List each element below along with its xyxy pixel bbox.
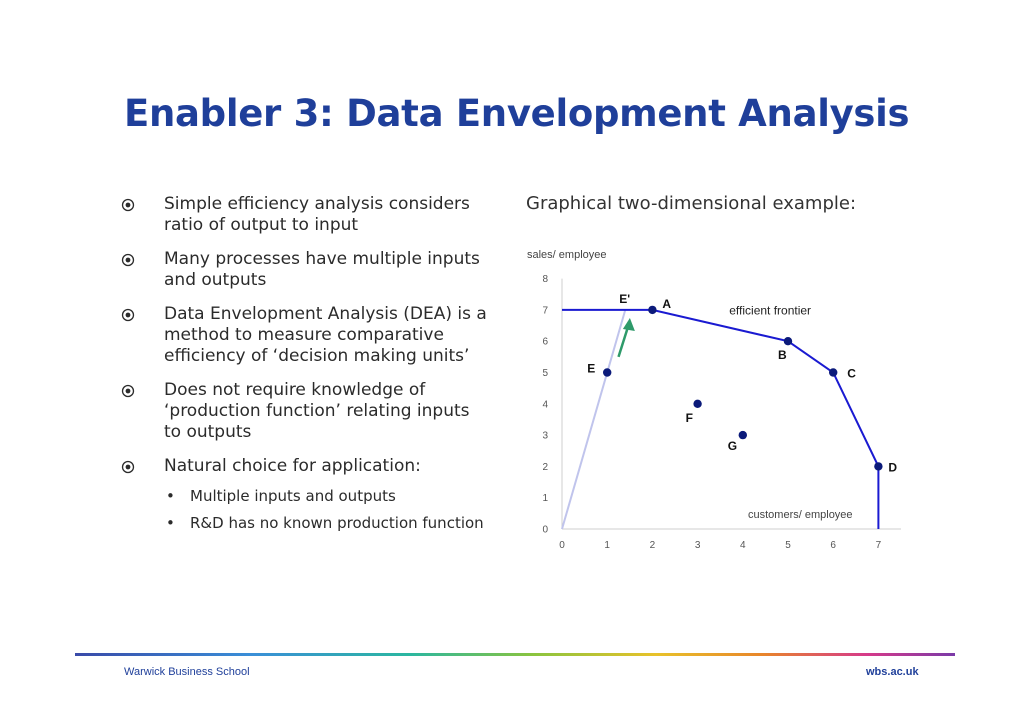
- sub-bullet-text: Multiple inputs and outputs: [190, 487, 396, 505]
- circled-dot-bullet-icon: [121, 460, 135, 474]
- point-label-c: C: [847, 367, 856, 381]
- point-label-e-prime: E': [619, 292, 630, 306]
- data-point-e: [603, 368, 612, 377]
- circled-dot-bullet-icon: [121, 198, 135, 212]
- bullet-item: Does not require knowledge of ‘production…: [118, 380, 518, 443]
- x-axis-label: customers/ employee: [748, 509, 853, 521]
- arrow-head-icon: [622, 317, 635, 331]
- y-tick-label: 8: [542, 274, 548, 285]
- point-label-a: A: [662, 297, 671, 311]
- sub-bullet-item: • R&D has no known production function: [164, 513, 518, 533]
- data-point-f: [693, 399, 702, 408]
- y-tick-label: 3: [542, 431, 548, 442]
- bullet-line: Natural choice for application:: [164, 456, 421, 476]
- circled-dot-bullet-icon: [121, 308, 135, 322]
- x-tick-label: 4: [740, 540, 746, 551]
- y-tick-label: 7: [542, 305, 548, 316]
- footer-institution: Warwick Business School: [124, 666, 250, 678]
- frontier-label: efficient frontier: [729, 304, 811, 318]
- y-tick-label: 2: [542, 462, 548, 473]
- efficient-frontier-line: [562, 308, 880, 529]
- point-label-e: E: [587, 362, 595, 376]
- dea-chart: 0 1 2 3 4 5 6 7 0 1 2 3 4 5 6 7 8 sales/ employee customer…: [527, 249, 901, 551]
- bullet-line: method to measure comparative: [164, 325, 444, 345]
- data-point-c: [829, 368, 838, 377]
- y-tick-label: 5: [542, 368, 548, 379]
- bullet-line: Simple efficiency analysis considers: [164, 194, 470, 214]
- circled-dot-bullet-icon: [121, 384, 135, 398]
- bullet-line: ‘production function’ relating inputs: [164, 401, 470, 421]
- data-point-a: [648, 305, 657, 315]
- y-tick-label: 4: [542, 399, 548, 410]
- slide-title: Enabler 3: Data Envelopment Analysis: [124, 92, 910, 135]
- x-tick-label: 0: [559, 540, 565, 551]
- bullet-line: to outputs: [164, 422, 252, 442]
- x-tick-label: 7: [876, 540, 882, 551]
- x-tick-label: 1: [604, 540, 610, 551]
- point-label-d: D: [888, 460, 897, 474]
- data-point-b: [783, 337, 793, 346]
- point-label-f: F: [686, 411, 693, 425]
- bullet-dot-icon: •: [166, 514, 175, 532]
- circled-dot-bullet-icon: [121, 253, 135, 267]
- point-label-g: G: [728, 439, 737, 453]
- bullet-item: Many processes have multiple inputs and o…: [118, 249, 518, 291]
- sub-bullet-list: • Multiple inputs and outputs • R&D has no …: [118, 486, 518, 533]
- bullet-list: Simple efficiency analysis considers rati…: [118, 194, 518, 540]
- bullet-item: Data Envelopment Analysis (DEA) is a meth…: [118, 304, 518, 367]
- ray-line: [561, 309, 627, 530]
- y-tick-label: 0: [542, 525, 548, 536]
- bullet-line: ratio of output to input: [164, 215, 359, 235]
- bullet-item: Natural choice for application:: [118, 456, 518, 477]
- sub-bullet-text: R&D has no known production function: [190, 514, 484, 532]
- x-tick-label: 2: [650, 540, 656, 551]
- x-tick-label: 5: [785, 540, 791, 551]
- footer-divider: [75, 653, 955, 656]
- point-label-b: B: [778, 348, 787, 362]
- data-point-g: [738, 430, 747, 440]
- bullet-line: efficiency of ‘decision making units’: [164, 346, 470, 366]
- bullet-line: and outputs: [164, 270, 267, 290]
- sub-bullet-item: • Multiple inputs and outputs: [164, 486, 518, 506]
- bullet-item: Simple efficiency analysis considers rati…: [118, 194, 518, 236]
- y-tick-label: 1: [542, 493, 548, 504]
- bullet-line: Does not require knowledge of: [164, 380, 426, 400]
- bullet-dot-icon: •: [166, 487, 175, 505]
- chart-heading: Graphical two-dimensional example:: [526, 193, 857, 214]
- bullet-line: Many processes have multiple inputs: [164, 249, 480, 269]
- y-axis-label: sales/ employee: [527, 249, 607, 261]
- x-tick-label: 6: [830, 540, 836, 551]
- footer-website: wbs.ac.uk: [866, 666, 919, 678]
- y-tick-label: 6: [542, 337, 548, 348]
- data-point-d: [874, 462, 883, 471]
- bullet-line: Data Envelopment Analysis (DEA) is a: [164, 304, 487, 324]
- x-tick-label: 3: [695, 540, 701, 551]
